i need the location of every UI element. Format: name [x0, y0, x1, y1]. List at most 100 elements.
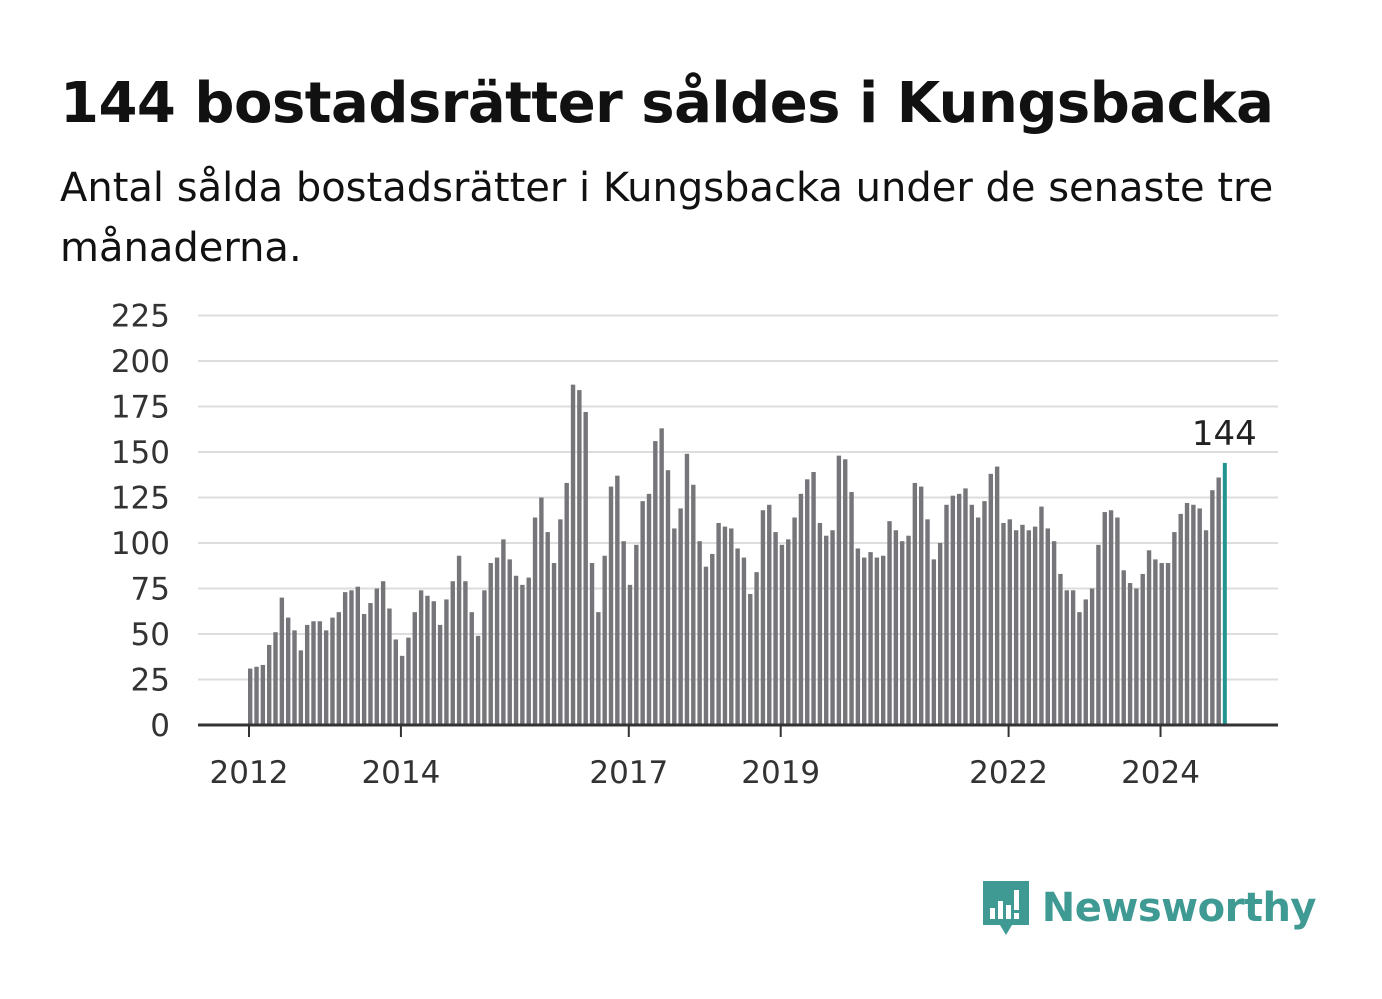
bar: [355, 586, 361, 725]
bar: [1108, 510, 1114, 725]
y-tick-label: 50: [131, 617, 170, 653]
bar: [710, 553, 715, 725]
bar: [824, 535, 829, 725]
bar: [437, 624, 443, 725]
newsworthy-logo-icon: [982, 881, 1029, 935]
bar: [1127, 583, 1133, 725]
bar: [266, 644, 272, 725]
y-tick-label: 100: [111, 526, 170, 562]
bar: [754, 572, 759, 725]
bar: [627, 584, 633, 725]
bar: [1210, 490, 1215, 725]
bar: [805, 479, 810, 725]
bar: [577, 390, 582, 725]
bar: [982, 501, 987, 725]
bar: [855, 548, 861, 725]
x-tick-label: 2024: [1121, 755, 1200, 791]
bar: [691, 484, 696, 725]
bar: [798, 493, 804, 725]
chart-subtitle: Antal sålda bostadsrätter i Kungsbacka u…: [60, 165, 1274, 271]
bar: [779, 544, 785, 725]
bar: [330, 617, 335, 725]
bar: [545, 532, 550, 725]
bar: [697, 541, 702, 725]
bar: [361, 613, 367, 725]
bar: [412, 612, 417, 725]
brand-name: Newsworthy: [1041, 885, 1317, 931]
bar: [1013, 530, 1019, 725]
bar: [646, 493, 652, 725]
bar: [1032, 526, 1038, 725]
bar: [988, 473, 994, 725]
bar: [589, 563, 595, 725]
bar: [349, 590, 354, 725]
bar: [830, 530, 835, 725]
bar: [817, 522, 823, 725]
bar: [374, 588, 379, 725]
bar: [1197, 508, 1202, 725]
bar: [615, 475, 620, 725]
bar: [1058, 573, 1063, 725]
bar: [640, 501, 645, 725]
bar: [596, 612, 601, 725]
bar: [767, 504, 772, 725]
bar: [634, 544, 639, 725]
bar: [792, 517, 797, 725]
bar: [551, 563, 557, 725]
bar: [1026, 530, 1031, 725]
bar: [254, 666, 259, 725]
bar: [501, 539, 506, 725]
bar: [399, 655, 405, 725]
bar: [881, 555, 886, 725]
bar: [494, 557, 500, 725]
bar: [513, 575, 519, 725]
bar: [1115, 517, 1120, 725]
bar: [735, 548, 740, 725]
bar: [893, 530, 899, 725]
bar: [994, 466, 1000, 725]
y-tick-label: 0: [150, 708, 170, 744]
bar: [874, 557, 880, 725]
bar: [393, 639, 398, 725]
bar: [368, 603, 373, 725]
bar: [1001, 522, 1006, 725]
bar: [431, 601, 436, 725]
bar: [279, 597, 285, 725]
bar: [1121, 570, 1126, 725]
bar: [1083, 599, 1088, 725]
bars: [248, 384, 1227, 725]
bar: [298, 650, 304, 725]
bar: [317, 621, 323, 725]
bar: [665, 470, 671, 725]
bar: [475, 635, 481, 725]
bar: [444, 599, 449, 725]
bar: [760, 510, 766, 725]
bar: [1216, 477, 1221, 725]
bar: [975, 517, 981, 725]
bar: [1070, 590, 1076, 725]
bar: [387, 608, 392, 725]
bar: [748, 593, 753, 725]
bar: [1045, 528, 1050, 725]
bar: [463, 581, 468, 725]
bar: [937, 543, 943, 725]
bar: [285, 617, 291, 725]
bar: [450, 581, 455, 725]
bar: [406, 637, 411, 725]
bar: [703, 566, 709, 725]
highlight-data-label: 144: [1192, 414, 1257, 454]
bar: [304, 624, 310, 725]
y-tick-label: 175: [111, 390, 170, 426]
bar: [1134, 588, 1139, 725]
bar: [1191, 504, 1196, 725]
bar: [342, 592, 348, 725]
bar: [248, 668, 253, 725]
bar: [918, 486, 924, 725]
bar: [456, 555, 462, 725]
newsworthy-brand: Newsworthy: [980, 878, 1317, 938]
y-tick-label: 25: [131, 663, 170, 699]
y-tick-label: 150: [111, 435, 170, 471]
bar: [944, 504, 949, 725]
bar: [1096, 544, 1101, 725]
bar: [526, 577, 531, 725]
